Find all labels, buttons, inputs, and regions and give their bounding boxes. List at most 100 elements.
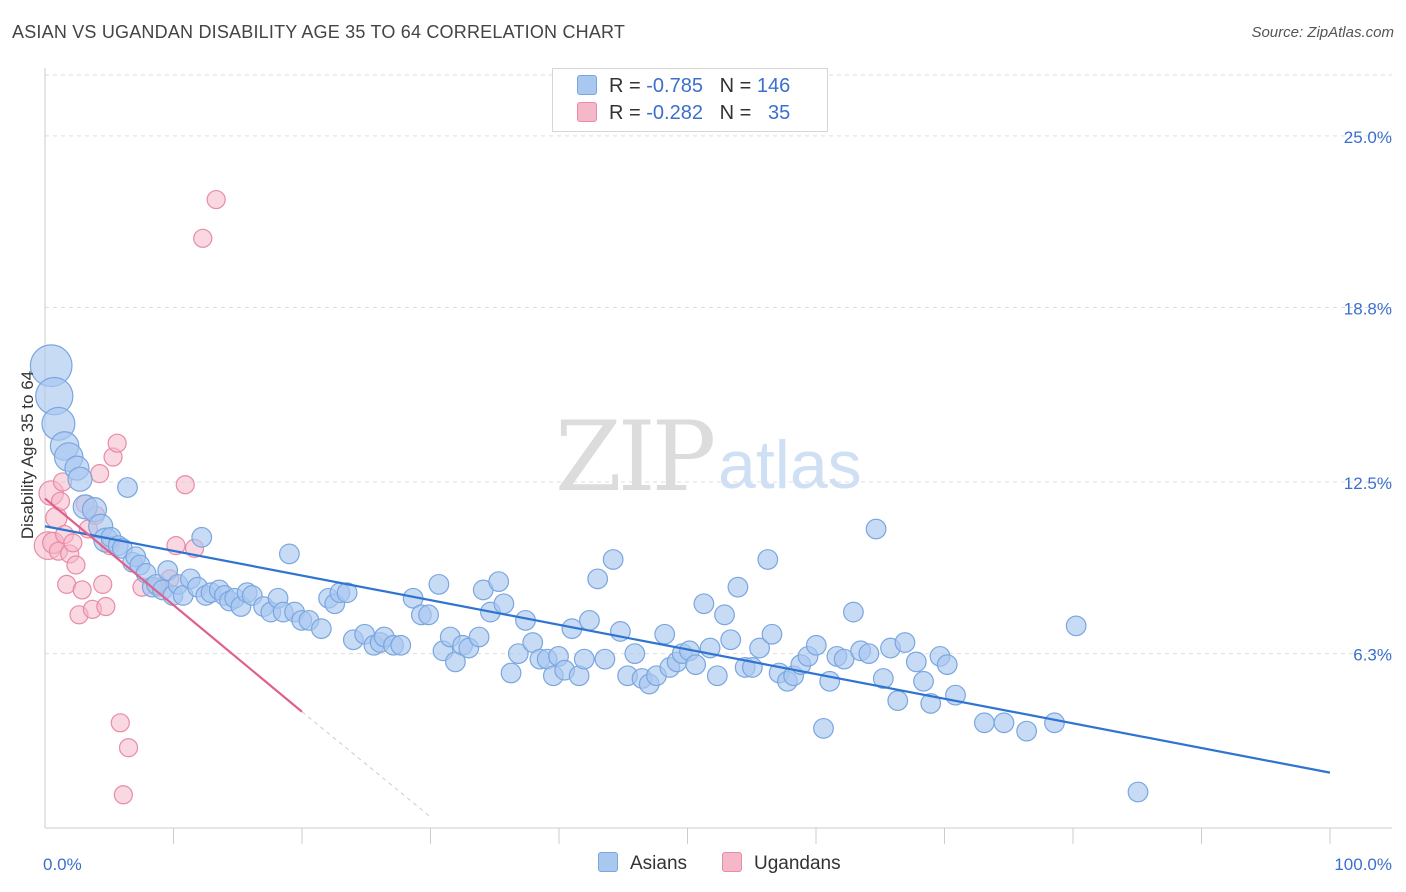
legend-swatch-asians [577, 75, 597, 95]
asian-point [418, 604, 439, 626]
bottom-legend-ugandans: Ugandans [722, 852, 841, 875]
asian-point [1044, 712, 1065, 734]
asian-point [843, 601, 864, 623]
asian-point [278, 543, 300, 565]
asian-point [749, 637, 770, 659]
asian-point [579, 609, 600, 631]
asian-point [390, 634, 412, 656]
asian-point [920, 693, 942, 714]
ugandan-trend-extension [301, 711, 431, 818]
asian-point [1065, 615, 1087, 637]
chart-title: ASIAN VS UGANDAN DISABILITY AGE 35 TO 64… [12, 22, 626, 42]
asian-point [872, 668, 894, 689]
asian-point [865, 518, 887, 540]
asian-point [887, 690, 909, 712]
legend-ugandans-n-value: 35 [768, 102, 791, 124]
tick-labels: 6.3% 12.5% 18.8% 25.0% 0.0% 100.0% Disability … [18, 128, 1392, 874]
asian-point [493, 593, 515, 615]
bottom-legend-asians: Asians [598, 852, 687, 875]
watermark-atlas: atlas [718, 427, 862, 503]
bottom-legend-swatch-asians [598, 852, 618, 872]
legend-ugandans-r-label: R = [609, 102, 641, 124]
x-tick-label-max: 100.0% [1334, 855, 1392, 874]
asian-point [894, 632, 916, 653]
y-axis-label: Disability Age 35 to 64 [18, 371, 37, 539]
asian-point [654, 623, 676, 645]
ugandan-point [90, 464, 110, 484]
asian-point [157, 560, 179, 581]
asian-point [1016, 720, 1038, 742]
asian-point [761, 623, 783, 645]
asian-trend-line [44, 525, 1331, 774]
legend-ugandans-r-value: -0.282 [646, 102, 703, 124]
asian-point [714, 604, 735, 626]
x-tick-label-min: 0.0% [43, 855, 82, 874]
asian-point [685, 654, 707, 676]
ugandan-point [118, 738, 139, 758]
asian-point [913, 670, 934, 692]
asian-point [573, 648, 595, 670]
asian-point [973, 712, 995, 734]
grid-lines [45, 74, 1392, 655]
ugandan-point [175, 475, 195, 495]
asian-point [468, 626, 490, 648]
asian-point [993, 712, 1015, 734]
asian-point [336, 582, 358, 604]
ugandan-point [63, 533, 83, 553]
asian-point [428, 573, 450, 595]
asian-point [936, 654, 958, 676]
ugandan-point [66, 555, 86, 575]
ugandan-point [193, 228, 213, 248]
y-tick-label: 18.8% [1344, 300, 1392, 319]
asian-point [720, 629, 742, 651]
y-tick-label: 6.3% [1353, 646, 1392, 665]
y-tick-label: 12.5% [1344, 474, 1392, 493]
y-tick-label: 25.0% [1344, 128, 1392, 147]
legend-swatch-ugandans [577, 102, 597, 122]
asian-point [706, 665, 728, 687]
legend-asians-r-value: -0.785 [646, 75, 703, 97]
ugandan-point [206, 189, 226, 210]
asian-point [488, 571, 510, 593]
asian-point [117, 477, 138, 498]
asian-point [594, 648, 616, 670]
legend-row-asians: R = -0.785 N = 146 [577, 75, 790, 99]
legend-asians-n-value: 146 [756, 75, 791, 97]
ugandan-point [113, 785, 133, 805]
ugandan-trend-line [44, 497, 303, 713]
asian-point [805, 634, 827, 656]
asian-point [727, 576, 749, 598]
legend-ugandans-n-label: N = [719, 102, 752, 124]
bottom-legend-label-ugandans: Ugandans [754, 853, 841, 874]
series-asians-points [29, 344, 1149, 803]
ugandan-point [50, 491, 71, 511]
asian-point [693, 593, 715, 615]
axes [44, 68, 1392, 844]
watermark-zip: ZIP [555, 401, 714, 513]
ugandan-point [93, 574, 113, 594]
chart-source: Source: ZipAtlas.com [1251, 24, 1394, 41]
asian-point [602, 549, 624, 570]
ugandan-point [72, 580, 92, 600]
bottom-legend-swatch-ugandans [722, 852, 742, 872]
ugandan-point [96, 596, 116, 617]
asian-point [833, 648, 855, 670]
asian-point [587, 568, 609, 590]
ugandan-point [107, 433, 127, 453]
asian-point [757, 549, 779, 570]
ugandan-point [110, 713, 130, 733]
asian-point [1127, 781, 1149, 803]
bottom-legend-label-asians: Asians [630, 853, 688, 874]
watermark: ZIP atlas [555, 401, 862, 513]
legend-asians-r-label: R = [609, 75, 641, 97]
asian-point [500, 662, 522, 684]
asian-point [310, 618, 332, 640]
trend-lines [44, 497, 1331, 818]
legend: R = -0.785 N = 146 R = -0.282 N = 35 [552, 68, 828, 132]
legend-row-ugandans: R = -0.282 N = 35 [577, 102, 790, 126]
asian-point [858, 643, 880, 664]
legend-asians-n-label: N = [719, 75, 752, 97]
asian-point [67, 466, 93, 492]
asian-point [624, 643, 646, 664]
